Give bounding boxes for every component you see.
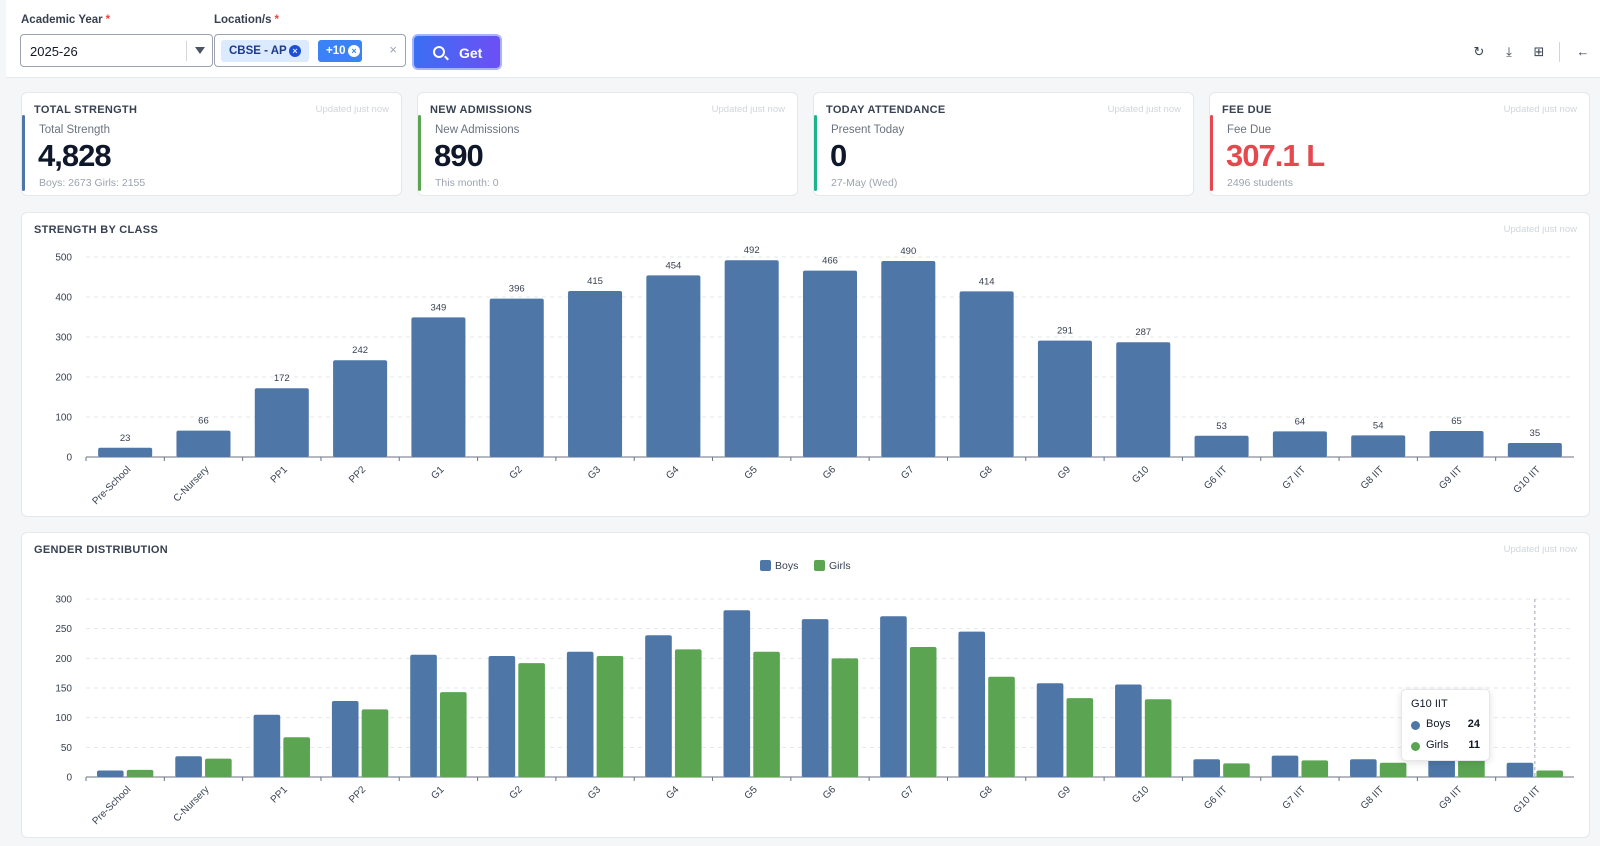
tooltip-series-name: Boys <box>1426 718 1451 730</box>
kpi-value: 307.1 L <box>1226 138 1325 173</box>
kpi-label: Fee Due <box>1227 124 1272 136</box>
kpi-card-today-attendance: TODAY ATTENDANCE Updated just now Presen… <box>813 92 1194 196</box>
updated-label: Updated just now <box>1503 224 1577 235</box>
filter-bar: Academic Year * 2025-26 Location/s * CBSE … <box>6 0 1600 78</box>
kpi-label: Total Strength <box>39 124 110 136</box>
card-title: TODAY ATTENDANCE <box>826 104 946 116</box>
tooltip-series-value: 24 <box>1467 718 1480 730</box>
academic-year-label-text: Academic Year <box>21 14 103 26</box>
location-chip-label: CBSE - AP <box>229 45 287 57</box>
updated-label: Updated just now <box>315 104 389 115</box>
card-accent-bar <box>418 115 421 191</box>
kpi-value: 4,828 <box>38 138 112 173</box>
location-chip[interactable]: CBSE - AP × <box>221 40 309 62</box>
back-icon[interactable]: ← <box>1576 44 1590 59</box>
chip-remove-icon[interactable]: × <box>289 45 301 57</box>
boys-dot-icon <box>1411 721 1420 730</box>
card-accent-bar <box>22 115 25 191</box>
location-multiselect[interactable]: CBSE - AP × +10 × × <box>214 34 406 67</box>
kpi-label: Present Today <box>831 124 905 136</box>
kpi-subtext: 27-May (Wed) <box>831 177 898 189</box>
kpi-value: 0 <box>830 138 847 173</box>
updated-label: Updated just now <box>1107 104 1181 115</box>
academic-year-select[interactable]: 2025-26 <box>20 34 213 67</box>
location-label-text: Location/s <box>214 14 272 26</box>
updated-label: Updated just now <box>711 104 785 115</box>
chevron-down-icon[interactable] <box>195 47 205 54</box>
refresh-icon[interactable]: ↻ <box>1473 44 1485 59</box>
academic-year-value: 2025-26 <box>30 44 78 59</box>
girls-dot-icon <box>1411 742 1420 751</box>
card-accent-bar <box>1210 115 1213 191</box>
kpi-label: New Admissions <box>435 124 520 136</box>
required-mark: * <box>105 14 111 26</box>
required-mark: * <box>274 14 279 26</box>
card-title: FEE DUE <box>1222 104 1272 116</box>
select-divider <box>186 41 187 61</box>
toolbar-divider <box>1559 42 1560 62</box>
panel-title: GENDER DISTRIBUTION <box>34 544 169 556</box>
clear-icon[interactable]: × <box>389 42 397 57</box>
card-accent-bar <box>814 115 817 191</box>
get-button-label: Get <box>459 45 483 61</box>
kpi-card-fee-due: FEE DUE Updated just now Fee Due 307.1 L… <box>1209 92 1590 196</box>
gender-distribution-panel: GENDER DISTRIBUTION Updated just now <box>21 532 1590 838</box>
kpi-card-new-admissions: NEW ADMISSIONS Updated just now New Admi… <box>417 92 798 196</box>
kpi-subtext: 2496 students <box>1227 177 1293 189</box>
location-more-label: +10 <box>326 45 346 57</box>
search-icon <box>433 46 445 58</box>
chart-tooltip: G10 IIT Boys 24 Girls 11 <box>1401 689 1490 761</box>
tooltip-title: G10 IIT <box>1411 698 1448 710</box>
tooltip-series-name: Girls <box>1426 739 1449 751</box>
strength-by-class-panel: STRENGTH BY CLASS Updated just now <box>21 212 1590 517</box>
chip-remove-icon[interactable]: × <box>348 45 360 57</box>
card-title: NEW ADMISSIONS <box>430 104 533 116</box>
updated-label: Updated just now <box>1503 544 1577 555</box>
kpi-subtext: This month: 0 <box>435 177 499 189</box>
get-button[interactable]: Get <box>412 34 502 70</box>
grid-icon[interactable]: ⊞ <box>1533 44 1545 59</box>
download-icon[interactable]: ⤓ <box>1506 44 1512 59</box>
kpi-subtext: Boys: 2673 Girls: 2155 <box>39 177 146 189</box>
panel-title: STRENGTH BY CLASS <box>34 224 159 236</box>
location-more-chip[interactable]: +10 × <box>318 40 362 62</box>
academic-year-label: Academic Year * <box>21 14 110 26</box>
kpi-card-total-strength: TOTAL STRENGTH Updated just now Total St… <box>21 92 402 196</box>
card-title: TOTAL STRENGTH <box>34 104 138 116</box>
tooltip-series-value: 11 <box>1468 739 1480 751</box>
updated-label: Updated just now <box>1503 104 1577 115</box>
location-label: Location/s * <box>214 14 279 26</box>
kpi-value: 890 <box>434 138 484 173</box>
